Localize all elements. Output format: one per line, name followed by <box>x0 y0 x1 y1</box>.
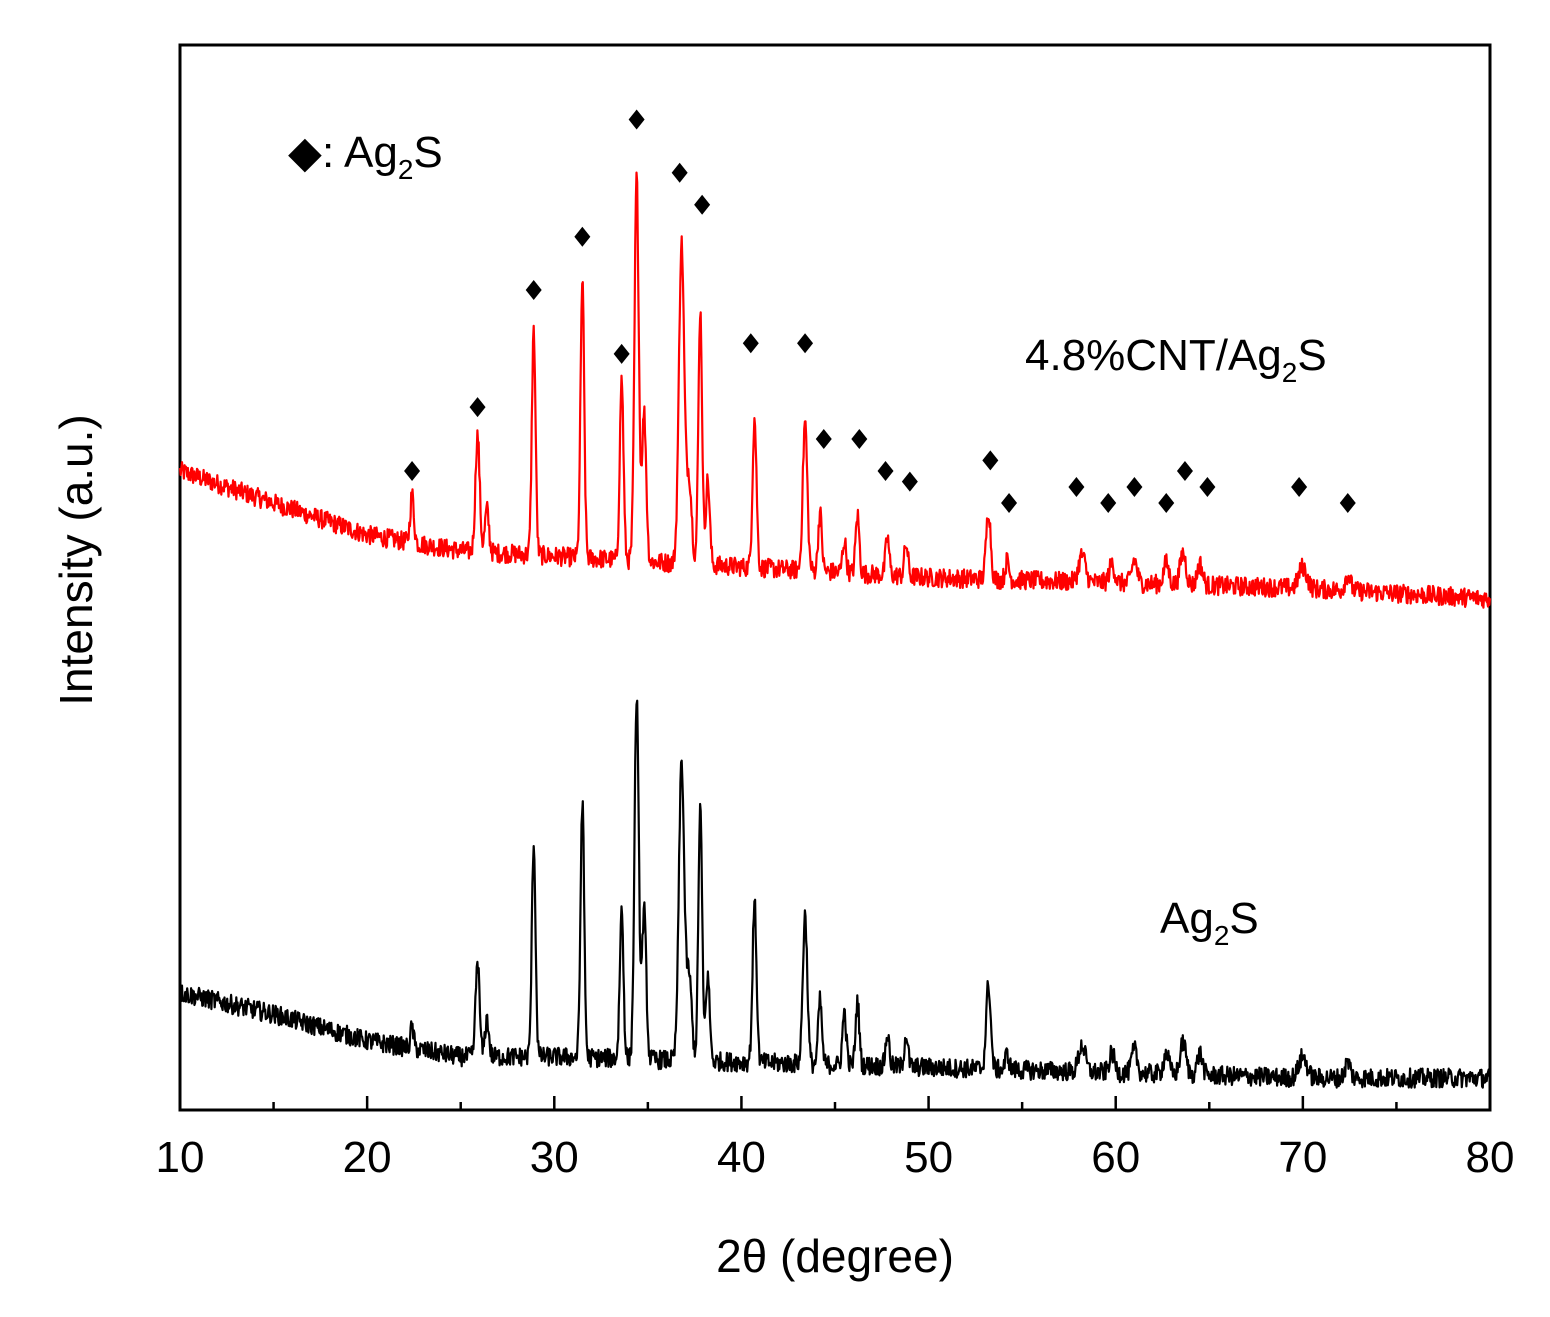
peak-marker-diamond-icon <box>1339 492 1356 513</box>
x-tick-label: 10 <box>156 1133 205 1182</box>
peak-marker-diamond-icon <box>613 343 630 364</box>
peak-marker-diamond-icon <box>1176 461 1193 481</box>
peak-marker-diamond-icon <box>877 461 894 481</box>
x-tick-label: 60 <box>1091 1133 1140 1182</box>
peak-marker-diamond-icon <box>797 333 814 354</box>
peak-marker-diamond-icon <box>1126 476 1143 497</box>
series-line-ag2s <box>179 699 1492 1089</box>
peak-marker-diamond-icon <box>1199 476 1216 497</box>
peak-marker-diamond-icon <box>628 109 645 130</box>
peak-marker-diamond-icon <box>1068 476 1085 497</box>
peak-marker-diamond-icon <box>574 226 591 247</box>
peak-marker-diamond-icon <box>815 429 832 450</box>
peak-marker-diamond-icon <box>1291 476 1308 497</box>
peak-marker-diamond-icon <box>982 450 999 471</box>
peak-marker-diamond-icon <box>742 333 759 354</box>
series-layer <box>178 171 1492 1089</box>
x-tick-label: 70 <box>1278 1133 1327 1182</box>
x-tick-label: 50 <box>904 1133 953 1182</box>
series-label-cnt-ag2s: 4.8%CNT/Ag2S <box>1025 331 1327 388</box>
x-axis-title: 2θ (degree) <box>716 1230 954 1282</box>
x-tick-label: 30 <box>530 1133 579 1182</box>
peak-marker-diamond-icon <box>469 397 486 418</box>
x-tick-label: 40 <box>717 1133 766 1182</box>
peak-marker-diamond-icon <box>404 461 421 481</box>
peak-marker-diamond-icon <box>525 279 542 300</box>
legend-diamond-icon: ◆ <box>288 128 322 177</box>
peak-marker-diamond-icon <box>901 471 918 492</box>
legend-text: : Ag2S <box>322 128 443 185</box>
peak-marker-diamond-icon <box>671 162 688 183</box>
series-label-ag2s: Ag2S <box>1160 894 1259 951</box>
x-tick-label: 80 <box>1466 1133 1515 1182</box>
y-axis-title: Intensity (a.u.) <box>50 414 102 705</box>
peak-marker-diamond-icon <box>694 194 711 215</box>
series-line-cnt-ag2s <box>178 171 1492 609</box>
legend: ◆ : Ag2S <box>288 128 443 185</box>
peak-marker-diamond-icon <box>851 429 868 450</box>
peak-marker-layer <box>404 109 1356 513</box>
x-tick-label: 20 <box>343 1133 392 1182</box>
peak-marker-diamond-icon <box>1158 492 1175 513</box>
x-tick-layer: 10 20 30 40 50 60 70 80 <box>156 1096 1515 1182</box>
peak-marker-diamond-icon <box>1100 492 1117 513</box>
peak-marker-diamond-icon <box>1001 492 1018 513</box>
